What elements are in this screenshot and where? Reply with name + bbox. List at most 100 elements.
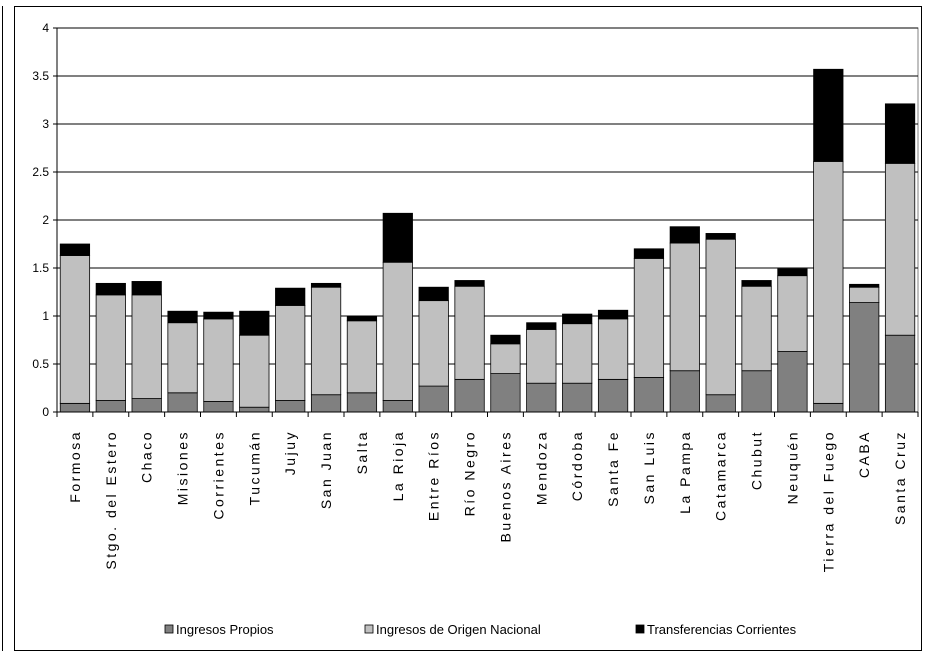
bar-segment [346,320,378,394]
y-tick-labels: 0 0.5 1 1.5 2 2.5 3 3.5 4 [32,21,49,419]
x-category-label: Tierra del Fuego [820,430,836,572]
bar-segment [777,351,808,413]
bar-segment [884,334,916,413]
bar-segment [59,255,91,404]
y-tick-label: 4 [42,21,49,35]
y-tick-label: 1 [42,309,49,323]
legend-label: Ingresos de Origen Nacional [376,622,541,637]
bar-segment [203,311,234,320]
x-category-label: Chubut [749,430,765,490]
bar-segment [239,334,270,408]
bar-segment [59,243,91,256]
x-category-label: San Luis [641,430,657,504]
bar-segment [131,281,162,296]
x-category-label: La Rioja [390,430,406,501]
bar-segment [849,286,880,303]
bar-segment [633,377,665,413]
bar-segment [741,370,772,413]
x-category-label: Buenos Aires [497,430,513,543]
bar-segment [884,103,916,164]
x-category-label: San Juan [318,430,334,509]
bar-segment [490,334,521,345]
bar-segment [239,310,270,336]
bar-segment [526,382,557,413]
bar-segment [454,285,485,380]
x-category-label: Mendoza [533,430,549,505]
bar-segment [562,313,593,325]
y-tick-label: 1.5 [32,261,49,275]
bar-segment [490,373,521,413]
bar-segment [131,294,162,399]
x-category-label: Corrientes [210,430,226,520]
bar-segment [275,400,306,413]
bar-segment [203,401,234,413]
x-category-label: Stgo. del Estero [103,430,119,570]
bar-segment [95,294,126,401]
bar-segment [777,268,808,277]
x-category-label: Chaco [139,430,155,483]
bar-segment [669,370,700,413]
x-category-label: La Pampa [677,430,693,514]
bar-segment [490,343,521,374]
x-category-label: Río Negro [462,430,478,516]
bar-segment [526,329,557,384]
bar-segment [597,309,629,320]
bar-segment [131,398,162,413]
y-tick-label: 2 [42,213,49,227]
bar-segment [562,382,593,413]
bar-segment [275,287,306,306]
bar-segment [633,248,665,259]
bar-segment [884,162,916,336]
x-category-label: Misiones [175,430,191,505]
x-category-label: Santa Fe [605,430,621,507]
y-tick-label: 0 [42,405,49,419]
bar-segment [167,322,198,394]
bar-segment [813,161,844,404]
axes [53,27,919,417]
bar-segment [239,406,270,413]
bar-segment [454,280,485,287]
legend-swatch [635,624,645,634]
bar-segment [275,305,306,401]
x-category-label: Córdoba [569,430,585,501]
bar-segment [346,315,378,322]
bar-segment [382,261,413,401]
x-category-label: Catamarca [713,430,729,521]
bar-segment [203,318,234,402]
left-border-line [2,6,3,651]
y-tick-label: 0.5 [32,357,49,371]
bar-segment [310,394,342,413]
y-tick-label: 3 [42,117,49,131]
bar-segment [849,302,880,413]
bar-segment [382,212,413,263]
legend: Ingresos Propios Ingresos de Origen Nacio… [164,622,797,637]
legend-label: Transferencias Corrientes [647,622,797,637]
bar-segment [813,68,844,162]
bar-segment [849,283,880,288]
bar-segment [526,322,557,330]
bar-segment [167,392,198,413]
bar-segment [167,310,198,324]
bar-segment [705,238,736,396]
x-category-label: Santa Cruz [892,430,908,525]
bar-segment [705,394,736,413]
x-category-labels: Formosa Stgo. del Estero Chaco Misiones Corr… [67,430,908,572]
bar-segment [705,233,736,240]
bar-segment [346,392,378,413]
bar-segment [813,402,844,413]
x-category-label: CABA [856,430,872,478]
legend-swatch [164,624,174,634]
bar-segment [741,280,772,287]
x-category-label: Formosa [67,430,83,503]
bar-segment [597,378,629,413]
bar-segment [669,226,700,244]
bar-segment [597,318,629,380]
bar-segment [418,286,449,302]
bar-segment [741,285,772,372]
bar-segment [669,242,700,372]
bar-segment [418,385,449,413]
chart-frame [14,6,922,651]
bar-segment [382,400,413,413]
x-category-label: Tucumán [246,430,262,505]
